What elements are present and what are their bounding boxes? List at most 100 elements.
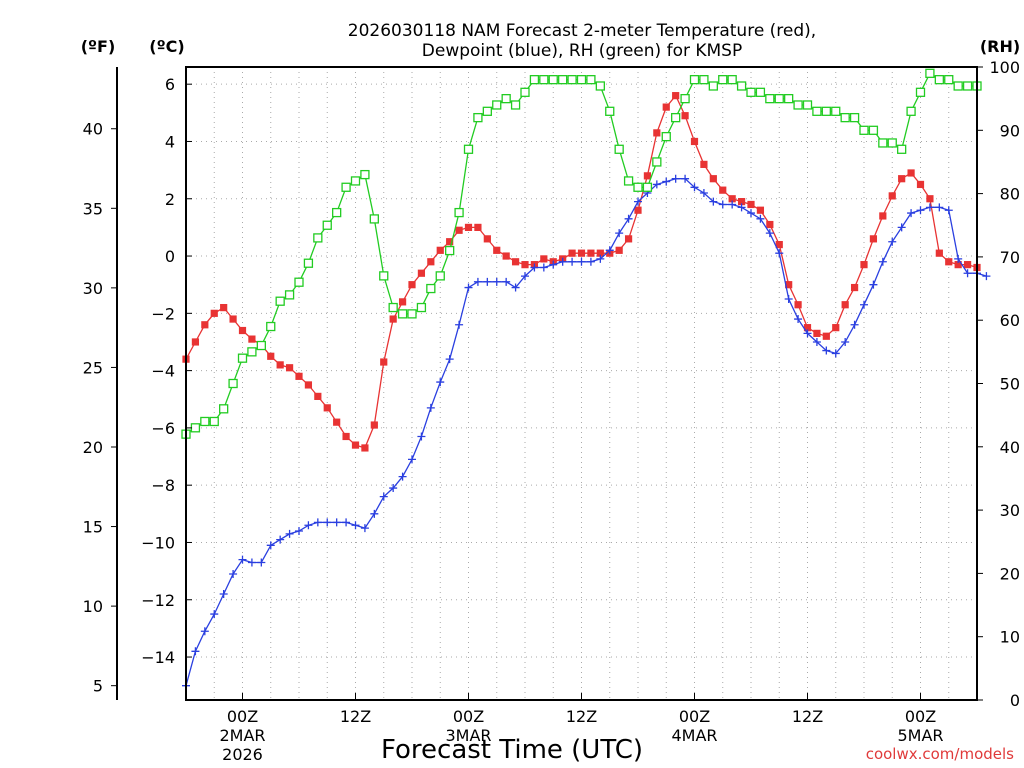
temperature-point xyxy=(785,281,793,289)
temperature-point xyxy=(389,315,397,323)
rh-tick-label: 70 xyxy=(1000,248,1020,267)
temperature-point xyxy=(276,361,284,369)
dewpoint-point xyxy=(690,183,699,192)
dewpoint-point xyxy=(191,647,200,656)
temperature-point xyxy=(304,381,313,389)
rh-tick-label: 60 xyxy=(1000,311,1020,330)
rh-point xyxy=(492,100,502,110)
fahrenheit-tick-label: 15 xyxy=(83,518,103,537)
rh-point xyxy=(840,112,850,123)
rh-point xyxy=(219,404,229,414)
temperature-point xyxy=(220,303,228,312)
temperature-point xyxy=(493,246,501,254)
dewpoint-point xyxy=(624,214,633,223)
rh-point xyxy=(680,94,690,104)
axis-ticks: 6420−2−4−6−8−10−12−144035302520151051009… xyxy=(83,58,1020,764)
temperature-point xyxy=(229,315,237,323)
rh-point xyxy=(313,233,323,243)
temperature-point xyxy=(511,258,520,266)
dewpoint-point xyxy=(210,610,219,619)
rh-tick-label: 0 xyxy=(1010,691,1020,710)
temperature-point xyxy=(455,226,463,234)
rh-point xyxy=(350,176,361,186)
temperature-point xyxy=(568,249,576,257)
rh-point xyxy=(736,81,747,91)
dewpoint-point xyxy=(728,200,737,209)
dewpoint-point xyxy=(784,295,793,304)
fahrenheit-tick-label: 10 xyxy=(83,597,103,616)
dewpoint-point xyxy=(577,257,586,266)
dewpoint-point xyxy=(360,524,369,533)
rh-point xyxy=(671,112,681,123)
dewpoint-point xyxy=(831,349,840,358)
rh-point xyxy=(718,75,728,85)
dewpoint-point xyxy=(568,257,577,266)
temperature-point xyxy=(540,255,548,263)
rh-point xyxy=(445,245,455,256)
fahrenheit-tick-label: 25 xyxy=(83,358,103,377)
fahrenheit-tick-label: 5 xyxy=(93,677,103,696)
temperature-point xyxy=(577,249,586,257)
chart-title-line-2: Dewpoint (blue), RH (green) for KMSP xyxy=(422,41,742,61)
rh-point xyxy=(623,176,634,186)
rh-point xyxy=(369,214,379,224)
temperature-point xyxy=(295,372,303,380)
dewpoint-point xyxy=(247,558,256,567)
dewpoint-point xyxy=(671,174,680,183)
dewpoint-point xyxy=(323,518,332,527)
dewpoint-point xyxy=(530,263,539,272)
rh-point xyxy=(642,182,653,192)
rh-point xyxy=(454,207,464,218)
temperature-point xyxy=(822,332,830,340)
rh-tick-label: 90 xyxy=(1000,121,1020,140)
celsius-tick-label: −14 xyxy=(141,648,175,667)
dewpoint-point xyxy=(379,492,388,501)
dewpoint-point xyxy=(455,320,464,329)
temperature-point xyxy=(926,195,934,203)
rh-point xyxy=(868,125,879,135)
celsius-tick-label: −12 xyxy=(141,591,175,610)
rh-point xyxy=(510,100,521,110)
dewpoint-point xyxy=(662,177,671,186)
rh-tick-label: 10 xyxy=(1000,628,1020,647)
dewpoint-point xyxy=(634,197,642,206)
dewpoint-point xyxy=(935,203,944,212)
dewpoint-point xyxy=(257,558,266,567)
temperature-point xyxy=(653,129,661,137)
temperature-point xyxy=(380,358,388,366)
rh-tick-label: 100 xyxy=(989,58,1020,77)
dewpoint-point xyxy=(521,272,529,281)
rh-point xyxy=(435,271,445,281)
dewpoint-point xyxy=(954,254,963,263)
x-tick-label: 2MAR xyxy=(219,726,265,745)
rh-point xyxy=(605,106,615,116)
dewpoint-point xyxy=(473,277,482,286)
dewpoint-point xyxy=(765,229,774,238)
rh-point xyxy=(200,416,210,427)
rh-point xyxy=(426,283,436,294)
dewpoint-point xyxy=(878,257,887,266)
celsius-tick-label: 6 xyxy=(165,75,175,94)
series-group xyxy=(181,68,991,690)
temperature-point xyxy=(841,301,849,309)
dewpoint-point xyxy=(605,246,614,255)
dewpoint-point xyxy=(652,180,661,189)
temperature-point xyxy=(728,195,736,203)
temperature-point xyxy=(201,321,209,329)
temperature-point xyxy=(483,235,491,243)
dewpoint-point xyxy=(615,229,624,238)
rh-tick-label: 40 xyxy=(1000,438,1020,457)
dewpoint-point xyxy=(332,518,341,527)
celsius-tick-label: 2 xyxy=(165,190,175,209)
dewpoint-point xyxy=(794,315,803,324)
rh-unit-label: (RH) xyxy=(980,37,1020,56)
rh-point xyxy=(416,302,427,313)
temperature-point xyxy=(634,206,642,214)
rh-point xyxy=(793,100,803,110)
dewpoint-point xyxy=(803,329,812,338)
temperature-point xyxy=(662,103,670,111)
celsius-tick-label: −2 xyxy=(151,304,175,323)
temperature-point xyxy=(945,258,953,266)
dewpoint-point xyxy=(389,484,398,493)
